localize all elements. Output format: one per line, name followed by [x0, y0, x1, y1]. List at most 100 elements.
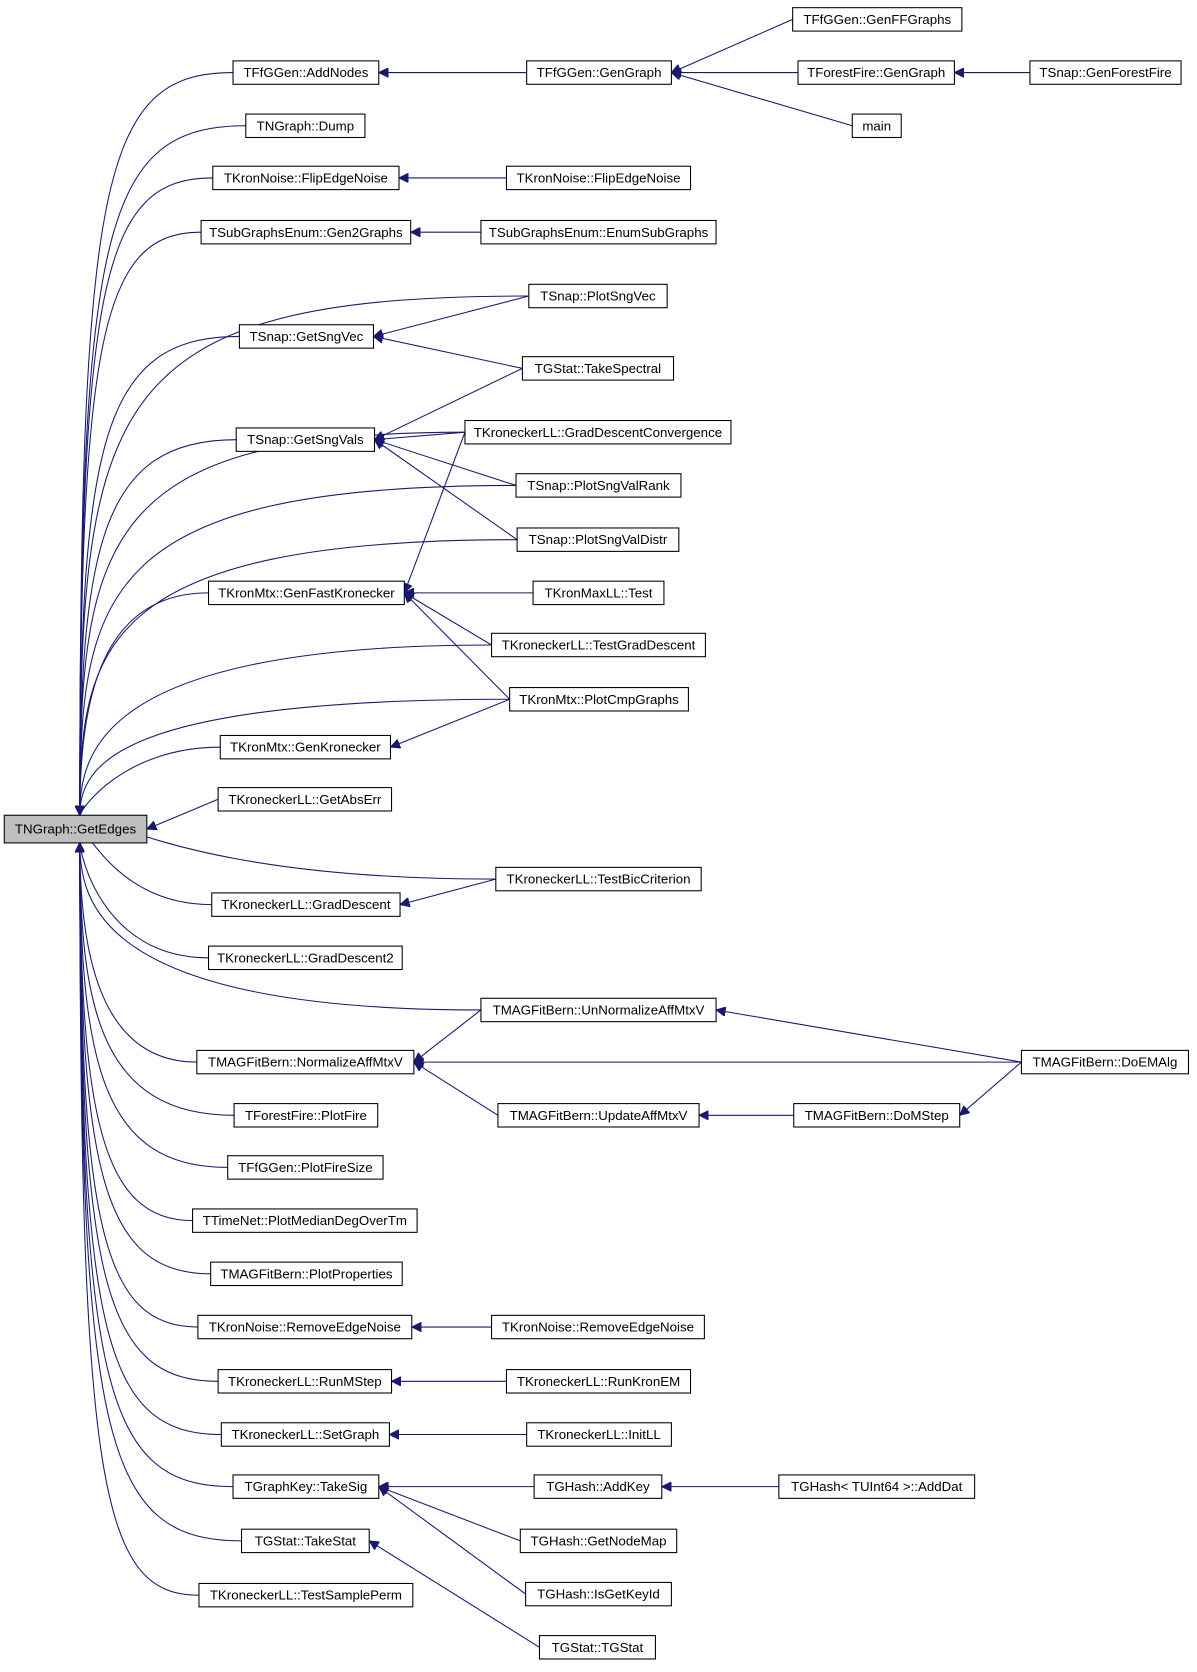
node-label: TKronMaxLL::Test: [545, 585, 653, 600]
node-label: TKroneckerLL::GradDescent: [221, 897, 391, 912]
node-box: [196, 1049, 415, 1075]
node-label: TMAGFitBern::PlotProperties: [220, 1266, 393, 1281]
edge: [80, 843, 222, 1436]
node-box: [464, 419, 732, 445]
edge: [414, 1009, 482, 1062]
node-box: [245, 113, 366, 139]
edge: [80, 842, 209, 959]
node-box: [480, 997, 717, 1023]
node-box: [521, 356, 675, 381]
node-label: TKroneckerLL::RunMStep: [228, 1374, 382, 1389]
node-label: TKroneckerLL::TestGradDescent: [502, 638, 696, 653]
node-label: TTimeNet::PlotMedianDegOverTm: [203, 1213, 407, 1228]
edge: [400, 878, 496, 905]
node-box: [793, 1103, 961, 1128]
node-label: TSnap::GenForestFire: [1039, 65, 1171, 80]
node-label: TGHash::GetNodeMap: [531, 1533, 667, 1548]
edge: [373, 336, 523, 369]
node-label: TKronNoise::RemoveEdgeNoise: [502, 1320, 694, 1335]
node-label: TGStat::TakeStat: [255, 1533, 357, 1548]
node-label: TSnap::PlotSngVec: [540, 289, 656, 304]
edge: [375, 431, 466, 439]
node-label: TGHash::AddKey: [546, 1479, 650, 1494]
node-box: [538, 1635, 656, 1660]
node-label: TGStat::TakeSpectral: [535, 361, 661, 376]
edge: [373, 295, 529, 336]
node-label: TKronMtx::GenKronecker: [230, 740, 381, 755]
node-box: [3, 814, 148, 844]
node-label: TSnap::PlotSngValDistr: [529, 532, 668, 547]
node-box: [208, 580, 405, 606]
node-label: TGHash::IsGetKeyId: [537, 1587, 660, 1602]
node-label: TFfGGen::AddNodes: [243, 65, 368, 80]
node-label: TSnap::GetSngVec: [250, 329, 364, 344]
node-box: [480, 219, 717, 245]
node-label: TKroneckerLL::GetAbsErr: [228, 792, 382, 807]
edge: [379, 1487, 521, 1542]
node-box: [491, 632, 706, 658]
edge: [379, 1487, 526, 1595]
node-label: TKroneckerLL::TestBicCriterion: [506, 872, 690, 887]
node-label: TKronNoise::FlipEdgeNoise: [516, 170, 680, 185]
edge: [404, 593, 492, 646]
node-box: [528, 283, 668, 309]
edge: [80, 177, 213, 815]
node-label: TSubGraphsEnum::Gen2Graphs: [209, 225, 403, 240]
edge: [80, 746, 221, 816]
edge: [404, 593, 511, 700]
node-box: [505, 165, 692, 191]
node-box: [212, 165, 400, 191]
node-label: TKroneckerLL::GradDescent2: [217, 950, 394, 965]
node-box: [232, 1474, 380, 1499]
edge: [671, 73, 853, 127]
edge: [80, 843, 211, 1275]
node-box: [497, 1103, 700, 1128]
edge: [369, 1541, 540, 1648]
node-label: TGStat::TGStat: [552, 1640, 644, 1655]
node-box: [200, 219, 412, 245]
node-box: [227, 1155, 384, 1180]
edge: [960, 1061, 1022, 1115]
node-label: TFfGGen::PlotFireSize: [238, 1160, 372, 1175]
node-box: [210, 1261, 403, 1287]
edge: [80, 843, 481, 1011]
node-box: [235, 427, 376, 452]
node-label: TNGraph::GetEdges: [15, 822, 137, 837]
edge: [80, 843, 199, 1596]
node-label: main: [862, 118, 891, 133]
node-label: TKroneckerLL::RunKronEM: [517, 1374, 680, 1389]
node-label: TMAGFitBern::NormalizeAffMtxV: [208, 1055, 403, 1070]
node-label: TForestFire::GenGraph: [807, 65, 945, 80]
node-box: [217, 787, 393, 812]
edge: [80, 698, 510, 815]
node-box: [509, 687, 689, 712]
edge: [375, 440, 517, 486]
edge: [80, 843, 193, 1222]
edge: [147, 798, 219, 829]
node-box: [192, 1208, 418, 1233]
node-box: [208, 945, 403, 971]
node-box: [792, 7, 963, 32]
node-box: [238, 324, 374, 349]
node-box: [526, 1422, 672, 1447]
node-box: [525, 1581, 672, 1607]
node-box: [217, 1369, 393, 1394]
edge: [716, 1010, 1022, 1063]
edge: [80, 539, 518, 816]
node-label: TNGraph::Dump: [257, 118, 355, 133]
node-label: TKroneckerLL::GradDescentConvergence: [474, 425, 722, 440]
edge: [404, 432, 466, 593]
node-box: [505, 1369, 692, 1394]
node-label: TKroneckerLL::TestSamplePerm: [210, 1588, 402, 1603]
node-box: [198, 1582, 414, 1608]
node-label: TKronNoise::FlipEdgeNoise: [224, 170, 388, 185]
node-box: [533, 1474, 663, 1499]
node-box: [851, 113, 902, 139]
node-label: TGHash< TUInt64 >::AddDat: [791, 1479, 963, 1494]
node-label: TKronMtx::GenFastKronecker: [218, 585, 395, 600]
edge: [80, 843, 235, 1116]
node-label: TMAGFitBern::UnNormalizeAffMtxV: [493, 1003, 705, 1018]
node-box: [516, 527, 680, 552]
